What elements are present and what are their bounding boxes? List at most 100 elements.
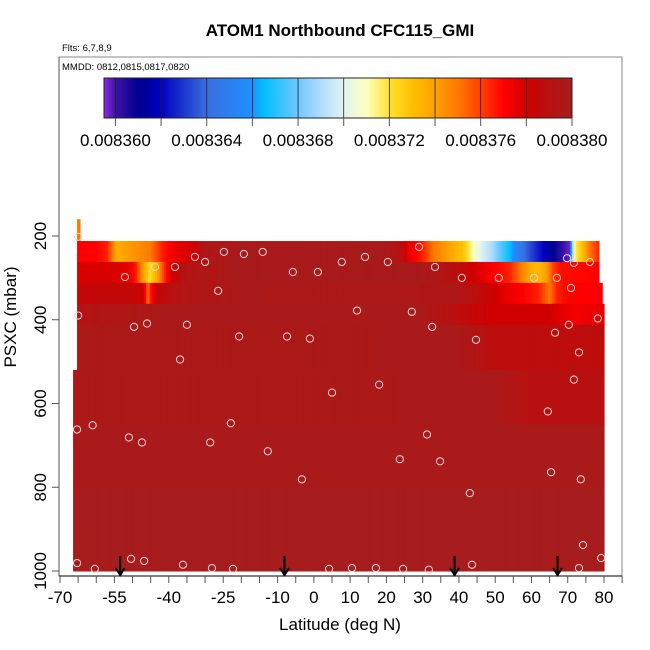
heatmap-cell	[572, 241, 575, 263]
heatmap-cell	[504, 241, 508, 263]
heatmap-cell	[172, 487, 176, 572]
heatmap-cell	[350, 303, 354, 326]
heatmap-cell	[240, 261, 243, 284]
heatmap-cell	[191, 241, 194, 263]
heatmap-cell	[289, 261, 292, 284]
heatmap-cell	[352, 424, 355, 488]
observation-point	[190, 252, 200, 262]
heatmap-cell	[397, 487, 401, 572]
heatmap-cell	[261, 370, 265, 425]
heatmap-cell	[588, 282, 591, 305]
heatmap-cell	[520, 424, 524, 488]
heatmap-cell	[111, 424, 114, 488]
heatmap-cell	[515, 261, 519, 284]
heatmap-cell	[495, 324, 499, 371]
heatmap-cell	[444, 370, 448, 425]
heatmap-cell	[575, 424, 578, 488]
observation-point	[424, 565, 433, 574]
heatmap-cell	[515, 324, 519, 371]
heatmap-cell	[294, 241, 298, 263]
heatmap-cell	[216, 241, 220, 263]
heatmap-cell	[174, 424, 178, 488]
heatmap-cell	[252, 282, 256, 305]
heatmap-cell	[314, 424, 317, 488]
heatmap-cell	[506, 424, 509, 488]
heatmap-cell	[408, 424, 411, 488]
heatmap-cell	[508, 282, 512, 305]
heatmap-cell	[461, 303, 464, 326]
heatmap-cell	[314, 303, 317, 326]
heatmap-cell	[491, 370, 495, 425]
x-tick-label: -10	[265, 588, 290, 607]
observation-point	[207, 563, 217, 573]
heatmap-cell	[205, 241, 209, 263]
heatmap-cell	[446, 261, 450, 284]
heatmap-cell	[96, 487, 100, 572]
heatmap-cell	[508, 261, 512, 284]
heatmap-cell	[508, 370, 511, 425]
heatmap-cell	[267, 261, 270, 284]
heatmap-cell	[488, 261, 492, 284]
heatmap-cell	[300, 282, 303, 305]
heatmap-cell	[213, 303, 216, 326]
heatmap-cell	[320, 324, 323, 371]
heatmap-cell	[123, 424, 127, 488]
heatmap-cell	[602, 424, 605, 488]
heatmap-cell	[207, 324, 211, 371]
heatmap-cell	[413, 487, 417, 572]
heatmap-cell	[568, 261, 571, 284]
heatmap-cell	[355, 487, 359, 572]
heatmap-cell	[533, 424, 537, 488]
heatmap-cell	[410, 241, 414, 263]
heatmap-cell	[154, 424, 158, 488]
heatmap-cell	[601, 324, 604, 371]
heatmap-cell	[294, 370, 297, 425]
heatmap-cell	[74, 424, 78, 488]
heatmap-cell	[510, 487, 513, 572]
heatmap-cell	[524, 424, 527, 488]
heatmap-cell	[254, 324, 258, 371]
heatmap-cell	[544, 303, 548, 326]
heatmap-cell	[321, 487, 324, 572]
heatmap-cell	[339, 303, 343, 326]
heatmap-cell	[446, 324, 450, 371]
heatmap-cell	[229, 324, 232, 371]
heatmap-cell	[345, 282, 348, 305]
heatmap-cell	[564, 324, 568, 371]
heatmap-cell	[262, 261, 265, 284]
heatmap-cell	[572, 324, 575, 371]
heatmap-cell	[218, 370, 221, 425]
heatmap-cell	[355, 370, 359, 425]
heatmap-cell	[242, 282, 245, 305]
heatmap-cell	[162, 303, 165, 326]
heatmap-cell	[345, 370, 348, 425]
heatmap-cell	[406, 370, 410, 425]
heatmap-cell	[203, 424, 207, 488]
heatmap-cell	[386, 487, 390, 572]
heatmap-cell	[477, 241, 481, 263]
heatmap-cell	[598, 487, 602, 572]
heatmap-cell	[216, 424, 219, 488]
heatmap-cell	[442, 487, 446, 572]
heatmap-cell	[151, 282, 154, 305]
heatmap-cell	[475, 282, 479, 305]
heatmap-cell	[288, 370, 292, 425]
heatmap-cell	[450, 303, 453, 326]
heatmap-cell	[537, 424, 540, 488]
x-tick-label: 80	[595, 588, 614, 607]
heatmap-cell	[78, 303, 82, 326]
heatmap-cell	[238, 487, 241, 572]
heatmap-cell	[512, 241, 515, 263]
heatmap-cell	[173, 282, 176, 305]
heatmap-cell	[310, 261, 314, 284]
heatmap-cell	[581, 324, 584, 371]
heatmap-cell	[510, 241, 513, 263]
heatmap-cell	[504, 370, 508, 425]
heatmap-cell	[453, 424, 457, 488]
heatmap-cell	[484, 487, 488, 572]
heatmap-cell	[127, 303, 131, 326]
heatmap-cell	[433, 370, 437, 425]
heatmap-cell	[274, 324, 278, 371]
heatmap-cell	[136, 324, 140, 371]
heatmap-cell	[424, 424, 428, 488]
